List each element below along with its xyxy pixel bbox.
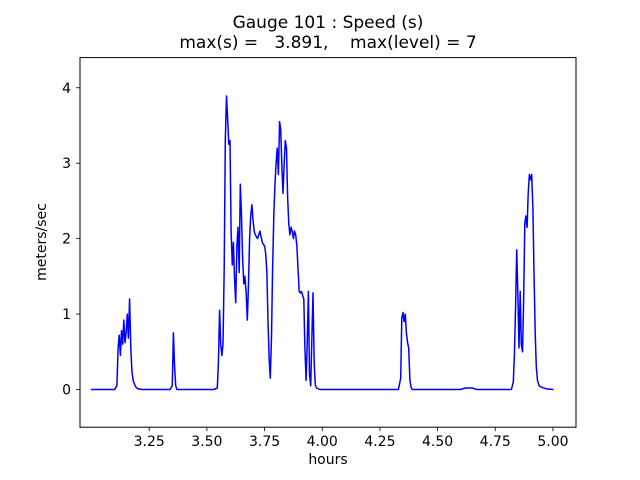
y-tick-label: 0 — [62, 382, 71, 398]
x-tick-label: 3.25 — [134, 434, 165, 450]
title-block: Gauge 101 : Speed (s) max(s) = 3.891, ma… — [80, 13, 576, 53]
x-tick-label: 5.00 — [537, 434, 568, 450]
x-axis-label: hours — [308, 452, 348, 468]
axes-frame — [79, 57, 577, 428]
x-tick-label: 3.75 — [249, 434, 280, 450]
x-tick-label: 3.50 — [191, 434, 222, 450]
speed-line — [90, 95, 554, 391]
y-tick-label: 1 — [62, 307, 71, 323]
x-tick-label: 4.00 — [307, 434, 338, 450]
y-tick-label: 2 — [62, 232, 71, 248]
chart-subtitle: max(s) = 3.891, max(level) = 7 — [179, 33, 477, 53]
chart-title: Gauge 101 : Speed (s) — [232, 13, 424, 33]
y-tick-label: 3 — [62, 156, 71, 172]
x-tick-label: 4.75 — [480, 434, 511, 450]
x-tick-label: 4.50 — [422, 434, 453, 450]
y-tick-label: 4 — [62, 81, 71, 97]
x-tick-label: 4.25 — [364, 434, 395, 450]
y-axis-label: meters/sec — [34, 203, 50, 281]
